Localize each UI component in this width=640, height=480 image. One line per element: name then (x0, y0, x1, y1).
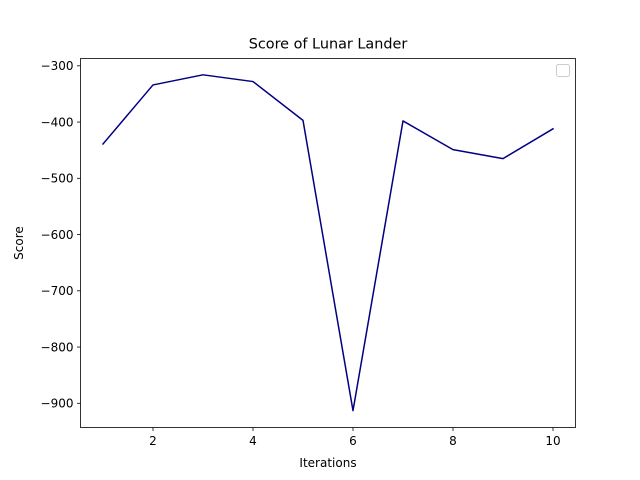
y-tick-label: −800 (41, 340, 74, 354)
legend-box[interactable] (556, 64, 570, 77)
x-tick-label: 8 (449, 434, 457, 448)
legend-frame (556, 64, 570, 77)
x-axis-label: Iterations (299, 456, 356, 470)
tick-layer: 2 4 6 8 10 −300 −400 −500 −600 −700 −800 −900 (41, 59, 561, 448)
series-layer (101, 74, 555, 412)
y-tick-label: −600 (41, 228, 74, 242)
y-axis-label: Score (12, 226, 26, 260)
x-tick-label: 2 (149, 434, 157, 448)
x-tick-label: 4 (249, 434, 257, 448)
y-tick-label: −400 (41, 115, 74, 129)
chart-title: Score of Lunar Lander (249, 37, 408, 53)
y-tick-label: −500 (41, 172, 74, 186)
y-tick-label: −700 (41, 284, 74, 298)
x-tick-label: 10 (545, 434, 560, 448)
y-tick-label: −300 (41, 59, 74, 73)
score-series-line (101, 74, 555, 412)
plot-area-frame (80, 58, 576, 428)
x-tick-label: 6 (349, 434, 357, 448)
y-tick-label: −900 (41, 397, 74, 411)
